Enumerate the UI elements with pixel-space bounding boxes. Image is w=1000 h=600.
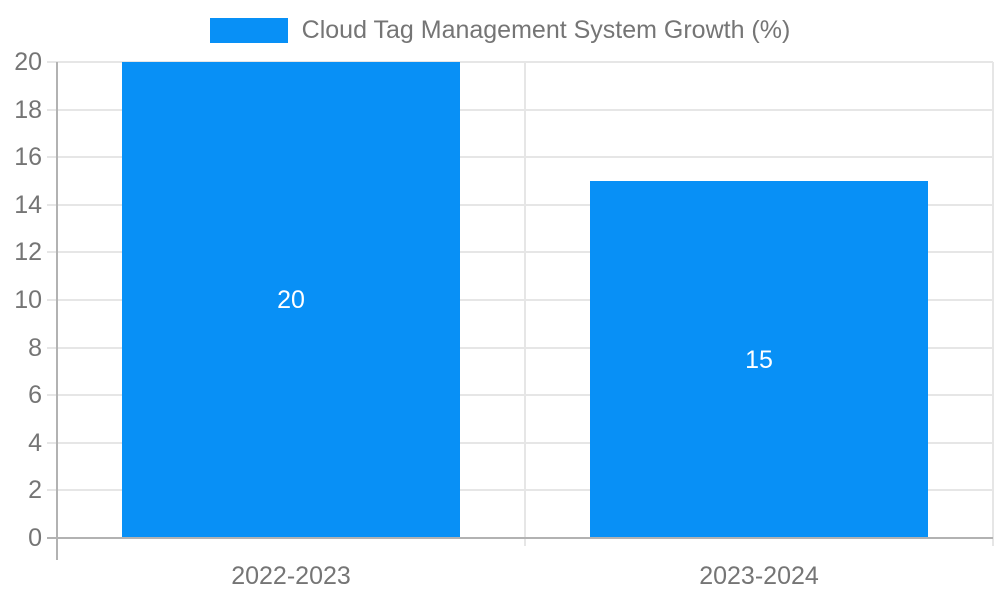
x-tick-label: 2022-2023 bbox=[231, 562, 351, 590]
legend[interactable]: Cloud Tag Management System Growth (%) bbox=[0, 17, 1000, 44]
y-tick-label: 14 bbox=[14, 191, 42, 219]
bar[interactable] bbox=[590, 181, 928, 538]
legend-label: Cloud Tag Management System Growth (%) bbox=[301, 16, 791, 44]
bar-value-label: 15 bbox=[745, 346, 773, 374]
y-tick-label: 18 bbox=[14, 96, 42, 124]
axis-tick bbox=[47, 156, 57, 158]
y-tick-label: 16 bbox=[14, 143, 42, 171]
gridline bbox=[524, 62, 526, 546]
x-axis-labels: 2022-2023 2023-2024 bbox=[57, 560, 993, 592]
bar-value-label: 20 bbox=[277, 286, 305, 314]
y-tick-label: 10 bbox=[14, 286, 42, 314]
axis-tick bbox=[47, 394, 57, 396]
y-tick-label: 12 bbox=[14, 238, 42, 266]
plot-area: 20 15 bbox=[47, 61, 994, 546]
bar[interactable] bbox=[122, 62, 460, 538]
y-tick-label: 4 bbox=[28, 429, 42, 457]
axis-tick bbox=[47, 442, 57, 444]
axis-tick bbox=[47, 204, 57, 206]
y-axis-line bbox=[56, 62, 58, 560]
axis-tick bbox=[47, 61, 57, 63]
gridline bbox=[992, 62, 994, 546]
y-tick-label: 20 bbox=[14, 48, 42, 76]
axis-tick bbox=[47, 109, 57, 111]
x-axis-line bbox=[47, 537, 993, 539]
y-axis-labels: 0 2 4 6 8 10 12 14 16 18 20 bbox=[0, 48, 42, 552]
x-tick-label: 2023-2024 bbox=[699, 562, 819, 590]
y-tick-label: 0 bbox=[28, 524, 42, 552]
axis-tick bbox=[47, 489, 57, 491]
axis-tick bbox=[47, 347, 57, 349]
axis-tick bbox=[47, 299, 57, 301]
legend-swatch[interactable] bbox=[209, 18, 288, 43]
y-tick-label: 6 bbox=[28, 381, 42, 409]
axis-tick bbox=[47, 251, 57, 253]
y-tick-label: 8 bbox=[28, 334, 42, 362]
y-tick-label: 2 bbox=[28, 476, 42, 504]
